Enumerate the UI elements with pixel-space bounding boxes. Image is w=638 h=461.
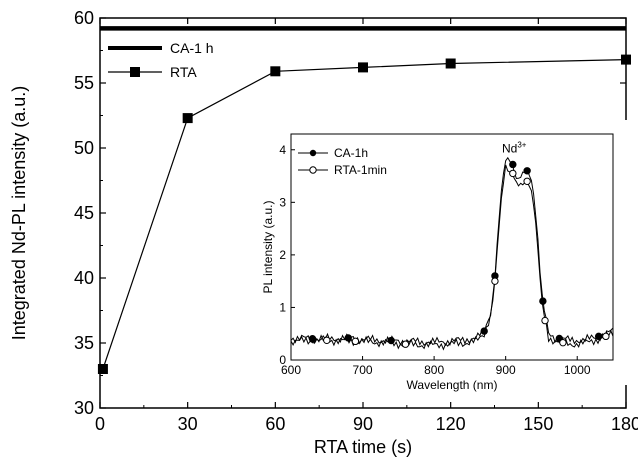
inset-plot-frame — [290, 133, 614, 361]
inset-x-tick-label: 1000 — [564, 363, 591, 377]
inset-series-ca-1h-point — [480, 327, 488, 335]
series-rta-point — [445, 58, 456, 69]
inset-series-rta-1min-point — [401, 340, 410, 348]
main-x-tick-label: 30 — [178, 414, 198, 434]
inset-legend-label-rta-1min: RTA-1min — [334, 163, 387, 177]
inset-y-tick-label: 1 — [279, 300, 286, 314]
inset-y-ticks: 0 1 2 3 4 — [279, 143, 295, 367]
inset-series-ca-1h-point — [308, 335, 317, 343]
inset-x-axis-title: Wavelength (nm) — [407, 378, 498, 392]
legend-marker-rta — [130, 67, 140, 77]
main-y-axis-title: Integrated Nd-PL intensity (a.u.) — [9, 86, 29, 340]
main-x-tick-label: 60 — [265, 414, 285, 434]
inset-annotation-nd3: Nd3+ — [502, 140, 527, 155]
inset-series-rta-1min-point — [541, 316, 549, 325]
inset-y-tick-label: 4 — [279, 143, 286, 157]
series-rta-point — [358, 62, 368, 73]
inset-series-ca-1h-point — [523, 167, 531, 175]
inset-series-rta-1min-point — [491, 277, 499, 285]
main-y-tick-label: 50 — [74, 138, 94, 158]
inset-annotation-base: Nd — [502, 141, 517, 155]
main-legend: CA-1 h RTA — [108, 40, 214, 80]
inset-series-rta-1min-point — [523, 177, 531, 186]
main-y-tick-label: 55 — [74, 73, 94, 93]
inset-series-ca-1h-point — [594, 332, 603, 341]
inset-x-tick-label: 900 — [496, 363, 516, 377]
main-y-tick-label: 60 — [74, 8, 94, 28]
main-series — [97, 26, 631, 374]
inset-x-tick-label: 600 — [281, 363, 301, 377]
series-rta-point — [621, 54, 631, 65]
inset-legend: CA-1h RTA-1min — [298, 146, 387, 177]
main-y-tick-label: 30 — [74, 398, 94, 418]
inset-series-ca-1h-point — [509, 160, 517, 169]
main-x-axis-title: RTA time (s) — [314, 437, 412, 457]
inset-series-ca-1h-point — [539, 297, 547, 305]
inset-legend-marker-rta-1min — [309, 166, 317, 174]
inset-y-tick-label: 3 — [279, 195, 286, 209]
inset-series — [290, 156, 614, 351]
inset-y-axis-title: PL intensity (a.u.) — [261, 201, 275, 294]
inset-y-tick-label: 0 — [279, 353, 286, 367]
inset-x-ticks: 600 700 800 900 1000 — [281, 356, 591, 377]
legend-label-rta: RTA — [170, 64, 197, 80]
inset-legend-marker-ca-1h — [309, 149, 317, 157]
main-x-tick-label: 120 — [436, 414, 466, 434]
inset-series-rta-1min-point — [559, 338, 567, 347]
inset-series-rta-1min-point — [602, 332, 610, 341]
inset-series-rta-1min-point — [323, 336, 331, 344]
inset-series-rta-1min-point — [351, 337, 360, 346]
main-x-tick-label: 150 — [523, 414, 553, 434]
series-rta-line — [102, 59, 627, 370]
inset-legend-label-ca-1h: CA-1h — [334, 146, 368, 160]
series-rta-point — [97, 364, 108, 374]
main-x-tick-label: 90 — [353, 414, 373, 434]
inset-y-tick-label: 2 — [279, 248, 286, 262]
main-x-tick-label: 0 — [95, 414, 105, 434]
main-x-ticks: 0 30 60 90 120 150 180 — [95, 18, 638, 434]
series-rta-point — [182, 113, 193, 124]
main-x-tick-label: 180 — [611, 414, 638, 434]
legend-label-ca-1h: CA-1 h — [170, 40, 214, 56]
inset-series-rta-1min-point — [509, 169, 517, 178]
main-y-tick-label: 45 — [74, 203, 94, 223]
main-y-tick-label: 35 — [74, 333, 94, 353]
inset-x-tick-label: 800 — [424, 363, 444, 377]
inset-x-tick-label: 700 — [353, 363, 373, 377]
inset-annotation-superscript: 3+ — [517, 140, 526, 149]
main-y-tick-label: 40 — [74, 268, 94, 288]
series-rta-point — [270, 66, 281, 77]
inset-plot: 600 700 800 900 1000 0 1 2 3 4 Wavelength (nm) P… — [240, 120, 630, 392]
